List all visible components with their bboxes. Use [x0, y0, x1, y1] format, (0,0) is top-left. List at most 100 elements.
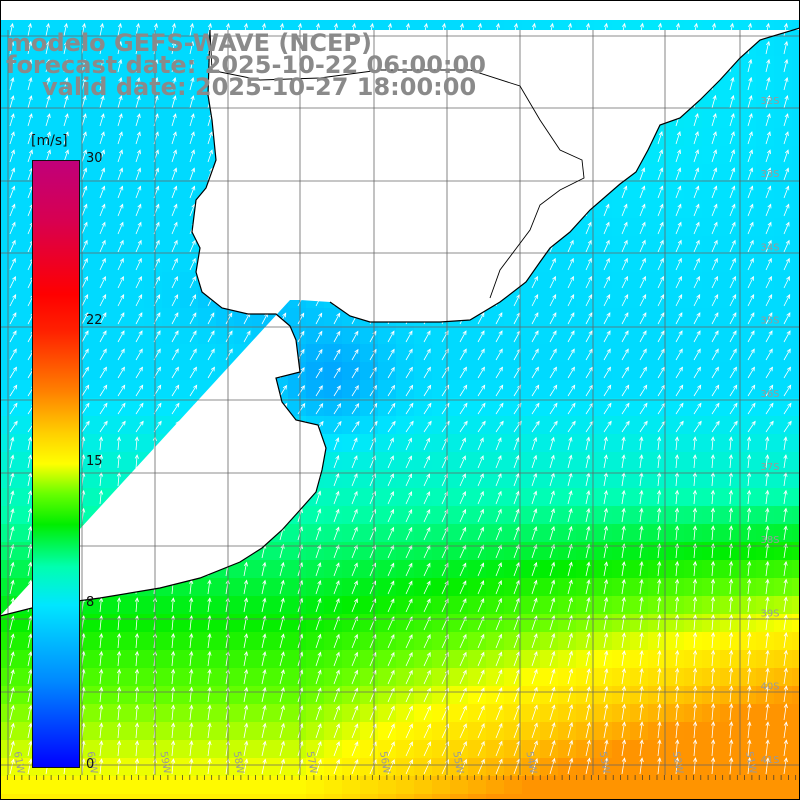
speed-cell — [126, 434, 145, 453]
speed-cell — [234, 776, 253, 795]
speed-cell — [630, 740, 649, 759]
speed-cell — [720, 668, 739, 687]
speed-cell — [198, 632, 217, 651]
speed-cell — [576, 254, 595, 273]
speed-cell — [630, 452, 649, 471]
speed-cell — [324, 776, 343, 795]
speed-cell — [522, 614, 541, 633]
speed-cell — [702, 596, 721, 615]
speed-cell — [666, 686, 685, 705]
lat-label: 32S — [760, 96, 779, 107]
speed-cell — [594, 614, 613, 633]
speed-cell — [234, 632, 253, 651]
speed-cell — [630, 218, 649, 237]
speed-cell — [756, 578, 775, 597]
speed-cell — [396, 488, 415, 507]
speed-cell — [0, 146, 19, 165]
speed-cell — [792, 722, 800, 741]
speed-cell — [792, 632, 800, 651]
speed-cell — [324, 398, 343, 417]
speed-cell — [126, 110, 145, 129]
speed-cell — [234, 596, 253, 615]
speed-cell — [684, 398, 703, 417]
speed-cell — [630, 524, 649, 543]
speed-cell — [360, 524, 379, 543]
speed-cell — [198, 362, 217, 381]
speed-cell — [684, 524, 703, 543]
speed-cell — [576, 776, 595, 795]
speed-cell — [630, 488, 649, 507]
speed-cell — [522, 308, 541, 327]
speed-cell — [162, 722, 181, 741]
speed-cell — [576, 290, 595, 309]
speed-cell — [432, 506, 451, 525]
speed-cell — [558, 578, 577, 597]
speed-cell — [702, 686, 721, 705]
speed-cell — [18, 110, 37, 129]
speed-cell — [738, 128, 757, 147]
speed-cell — [468, 488, 487, 507]
speed-cell — [738, 218, 757, 237]
speed-cell — [342, 578, 361, 597]
speed-cell — [144, 632, 163, 651]
speed-cell — [306, 542, 325, 561]
speed-cell — [90, 668, 109, 687]
speed-cell — [198, 776, 217, 795]
speed-cell — [216, 686, 235, 705]
speed-cell — [576, 686, 595, 705]
speed-cell — [108, 200, 127, 219]
speed-cell — [108, 254, 127, 273]
speed-cell — [72, 128, 91, 147]
speed-cell — [558, 506, 577, 525]
speed-cell — [432, 578, 451, 597]
speed-cell — [288, 722, 307, 741]
speed-cell — [702, 758, 721, 777]
speed-cell — [180, 740, 199, 759]
speed-cell — [720, 524, 739, 543]
speed-cell — [612, 650, 631, 669]
speed-cell — [684, 758, 703, 777]
speed-cell — [792, 668, 800, 687]
speed-cell — [144, 218, 163, 237]
speed-cell — [522, 362, 541, 381]
speed-cell — [576, 326, 595, 345]
speed-cell — [756, 560, 775, 579]
speed-cell — [702, 722, 721, 741]
speed-cell — [774, 416, 793, 435]
speed-cell — [108, 776, 127, 795]
speed-cell — [792, 164, 800, 183]
speed-cell — [342, 488, 361, 507]
speed-cell — [144, 686, 163, 705]
speed-cell — [558, 308, 577, 327]
speed-cell — [162, 362, 181, 381]
speed-cell — [594, 686, 613, 705]
speed-cell — [234, 704, 253, 723]
speed-cell — [738, 290, 757, 309]
speed-cell — [342, 524, 361, 543]
speed-cell — [522, 668, 541, 687]
speed-cell — [306, 506, 325, 525]
speed-cell — [54, 110, 73, 129]
speed-cell — [0, 254, 19, 273]
speed-cell — [342, 560, 361, 579]
speed-cell — [738, 74, 757, 93]
speed-cell — [450, 398, 469, 417]
speed-cell — [0, 488, 19, 507]
speed-cell — [648, 290, 667, 309]
speed-cell — [684, 704, 703, 723]
speed-cell — [774, 362, 793, 381]
speed-cell — [702, 164, 721, 183]
speed-cell — [396, 596, 415, 615]
speed-cell — [522, 596, 541, 615]
speed-cell — [522, 380, 541, 399]
speed-cell — [702, 506, 721, 525]
speed-cell — [666, 596, 685, 615]
speed-cell — [432, 560, 451, 579]
speed-cell — [612, 290, 631, 309]
speed-cell — [684, 416, 703, 435]
speed-cell — [558, 632, 577, 651]
speed-cell — [324, 542, 343, 561]
speed-cell — [756, 182, 775, 201]
speed-cell — [162, 704, 181, 723]
speed-cell — [612, 614, 631, 633]
